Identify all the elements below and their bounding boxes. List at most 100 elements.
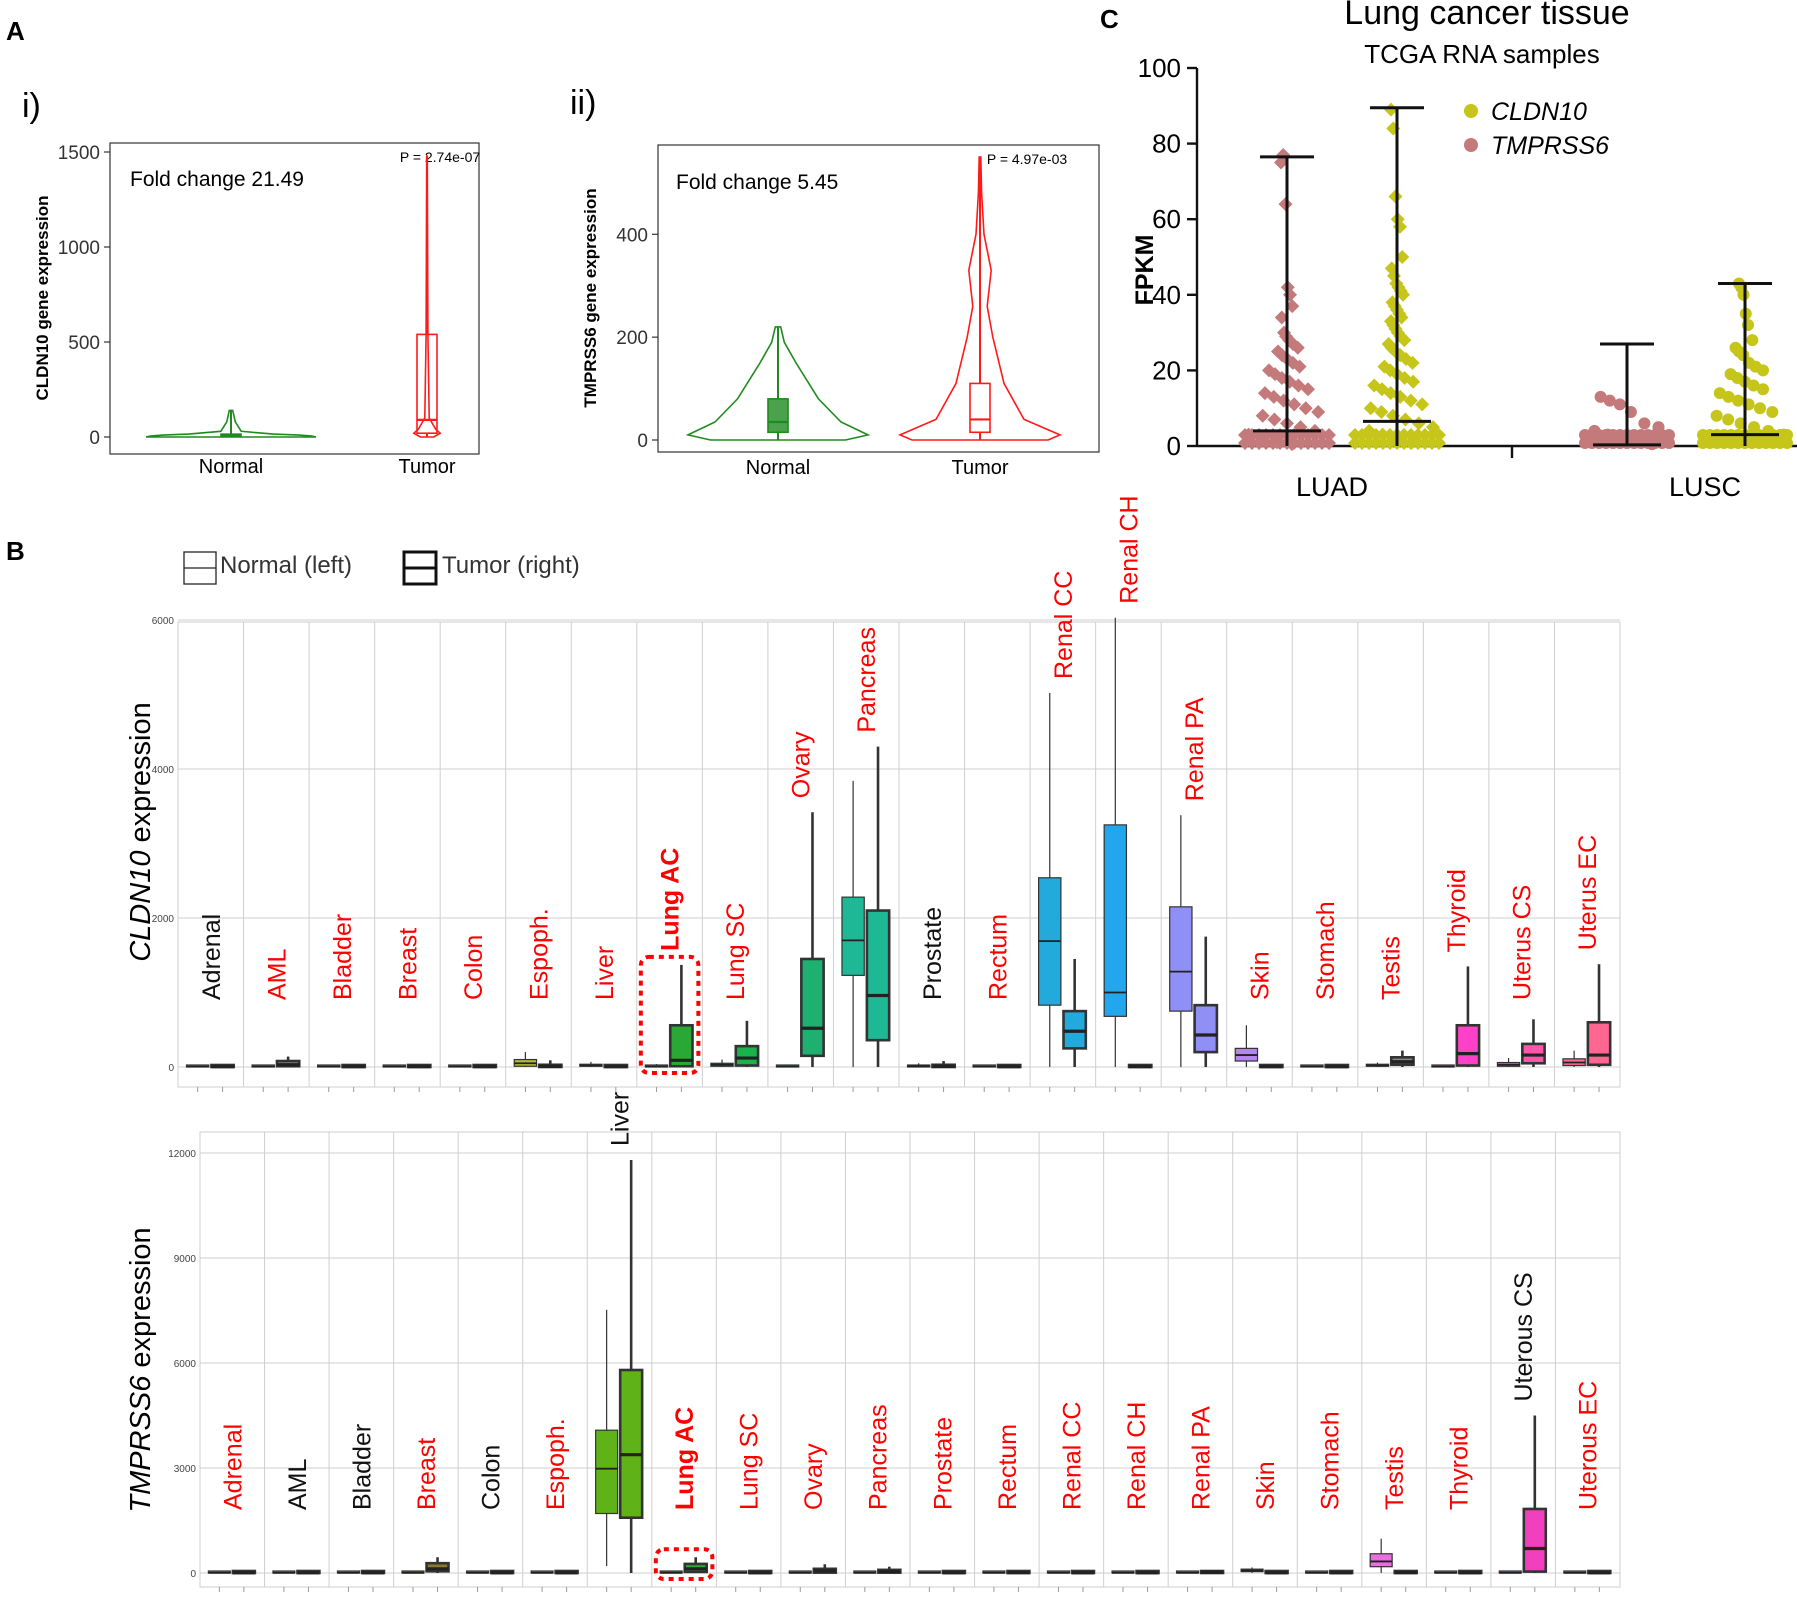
data-point bbox=[1732, 394, 1745, 407]
data-point bbox=[1395, 250, 1410, 264]
y-tick-label: 1000 bbox=[58, 238, 100, 259]
y-axis-label-suffix: expression bbox=[125, 702, 157, 850]
data-point bbox=[1311, 404, 1326, 419]
data-point bbox=[1588, 424, 1601, 437]
y-axis-label: TMPRSS6 gene expression bbox=[581, 188, 600, 407]
y-tick-label: 500 bbox=[68, 333, 100, 354]
box-plots bbox=[207, 1160, 1612, 1581]
panel-label-a: A bbox=[6, 16, 25, 46]
panel-a-ii: ii) Fold change 5.45 P = 4.97e-03 TMPRSS… bbox=[570, 84, 1100, 479]
chart-title: Lung cancer tissue bbox=[1344, 0, 1629, 32]
data-point bbox=[1285, 299, 1300, 314]
category-labels: Adrenal AML Bladder Breast Colon Espoph. Liver… bbox=[198, 495, 1602, 1000]
box-tumor bbox=[865, 909, 891, 1042]
y-tick-label: 0 bbox=[1167, 431, 1181, 461]
category-label: Pancreas bbox=[865, 1404, 893, 1510]
panel-a-i: i) Fold change 21.49 P = 2.74e-07 CLDN10… bbox=[22, 87, 480, 478]
box-tumor bbox=[1586, 1020, 1612, 1067]
data-point bbox=[1724, 436, 1736, 449]
box-normal bbox=[1369, 1553, 1393, 1568]
y-tick-label: 80 bbox=[1152, 129, 1181, 159]
category-label: Espoph. bbox=[526, 908, 554, 1000]
y-tick-label: 0 bbox=[89, 428, 100, 449]
grid: 0 2000 4000 6000 bbox=[152, 616, 1621, 1092]
data-point bbox=[1405, 435, 1419, 450]
box-normal bbox=[1103, 824, 1128, 1017]
category-label: Stomach bbox=[1317, 1411, 1345, 1510]
y-axis-label: CLDN10 expression bbox=[125, 702, 157, 962]
box-plots bbox=[185, 617, 1612, 1075]
category-label: Breast bbox=[394, 928, 422, 1000]
x-label-tumor: Tumor bbox=[398, 456, 455, 478]
violin-tumor bbox=[897, 156, 1063, 441]
data-point bbox=[1613, 398, 1626, 411]
y-tick-label: 9000 bbox=[174, 1254, 197, 1265]
category-label: Lung SC bbox=[722, 903, 750, 1000]
data-point bbox=[1411, 416, 1426, 431]
data-point bbox=[1766, 405, 1779, 418]
category-label: Renal CH bbox=[1123, 1402, 1151, 1510]
y-tick-label: 200 bbox=[616, 328, 648, 349]
box-tumor bbox=[734, 1044, 760, 1067]
legend-label-cldn10: CLDN10 bbox=[1491, 98, 1587, 126]
chart-subtitle: TCGA RNA samples bbox=[1364, 39, 1600, 69]
y-axis-label-gene: CLDN10 bbox=[125, 851, 157, 962]
y-tick-label: 1500 bbox=[58, 143, 100, 164]
category-label: Renal CH bbox=[1115, 495, 1143, 603]
violins bbox=[685, 156, 1063, 441]
data-point bbox=[1362, 423, 1377, 438]
fold-change-label: Fold change 5.45 bbox=[676, 171, 838, 194]
category-label: Ovary bbox=[800, 1443, 828, 1510]
category-label: Testis bbox=[1378, 936, 1406, 1000]
data-point bbox=[1301, 382, 1315, 397]
data-point bbox=[1710, 409, 1723, 422]
data-point bbox=[1777, 428, 1790, 441]
x-label-tumor: Tumor bbox=[951, 457, 1008, 479]
data-point bbox=[1638, 417, 1651, 430]
data-point bbox=[1396, 287, 1410, 302]
y-tick-label: 6000 bbox=[174, 1359, 197, 1370]
data-point bbox=[1722, 413, 1735, 426]
y-tick-label: 12000 bbox=[168, 1149, 196, 1160]
fold-change-label: Fold change 21.49 bbox=[130, 168, 304, 191]
data-point bbox=[1375, 427, 1390, 442]
y-tick-label: 4000 bbox=[152, 765, 175, 776]
box-normal bbox=[841, 896, 865, 976]
y-axis-label: CLDN10 gene expression bbox=[33, 195, 52, 400]
panel-a-ii-roman: ii) bbox=[570, 84, 596, 122]
category-label: Renal CC bbox=[1058, 1402, 1086, 1510]
box-tumor bbox=[1193, 1003, 1219, 1054]
category-label: Rectum bbox=[994, 1424, 1022, 1510]
category-label: Colon bbox=[477, 1445, 505, 1510]
y-tick-label: 20 bbox=[1152, 355, 1181, 385]
category-label: Colon bbox=[460, 935, 488, 1000]
plot-frame bbox=[109, 142, 480, 455]
category-label: Lung SC bbox=[736, 1413, 764, 1510]
category-label: Uterous EC bbox=[1575, 1381, 1603, 1510]
legend-label-tmprss6: TMPRSS6 bbox=[1491, 132, 1609, 160]
y-tick-label: 0 bbox=[637, 431, 648, 452]
category-label: Rectum bbox=[984, 914, 1012, 1000]
data-point bbox=[1374, 404, 1389, 419]
data-point bbox=[1398, 412, 1413, 427]
data-point bbox=[1255, 408, 1270, 423]
data-point bbox=[1322, 436, 1336, 450]
category-label: Liver bbox=[607, 1092, 635, 1146]
category-label: Adrenal bbox=[198, 914, 226, 1000]
category-label: Testis bbox=[1381, 1446, 1409, 1510]
box-tumor bbox=[618, 1368, 644, 1519]
category-label: Ovary bbox=[788, 731, 816, 798]
data-point bbox=[1594, 390, 1607, 403]
category-label: AML bbox=[263, 949, 291, 1001]
box-normal bbox=[595, 1429, 619, 1515]
category-label: Bladder bbox=[329, 914, 357, 1000]
data-point bbox=[1298, 401, 1313, 416]
p-value-label: P = 2.74e-07 bbox=[400, 149, 481, 165]
category-label: Liver bbox=[591, 946, 619, 1000]
category-label: Thyroid bbox=[1443, 869, 1471, 952]
category-label: AML bbox=[284, 1459, 312, 1511]
category-label: Thyroid bbox=[1446, 1427, 1474, 1510]
category-label: Renal PA bbox=[1187, 1406, 1215, 1510]
y-tick-label: 400 bbox=[616, 225, 648, 246]
data-point bbox=[1274, 310, 1289, 325]
